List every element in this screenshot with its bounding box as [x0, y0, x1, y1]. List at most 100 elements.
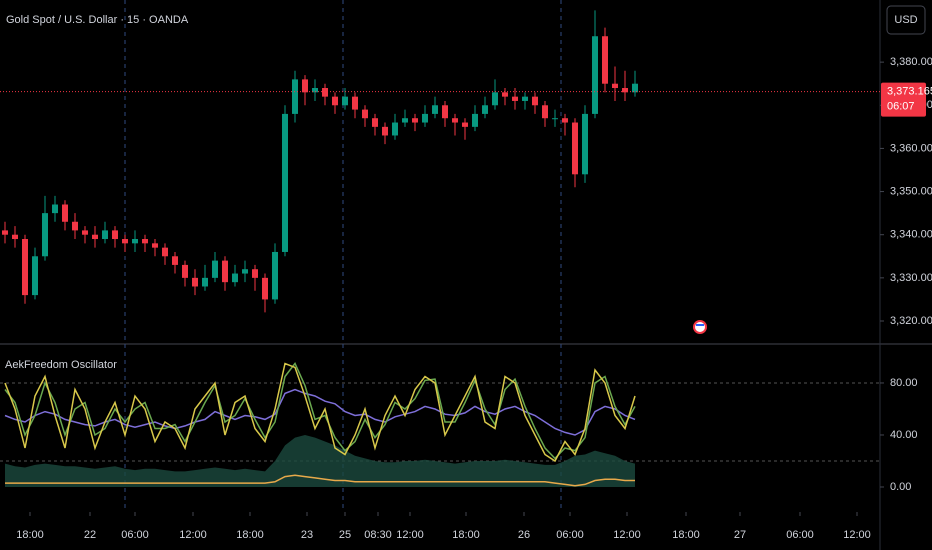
- candle-body: [382, 126, 388, 136]
- candle-body: [52, 204, 58, 214]
- candle-body: [602, 36, 608, 84]
- candle-body: [262, 277, 268, 300]
- x-tick-label: 18:00: [452, 529, 480, 541]
- candle-body: [152, 243, 158, 248]
- y-tick-label: 3,340.000: [890, 229, 932, 241]
- candle-body: [462, 122, 468, 127]
- candle-body: [72, 221, 78, 231]
- candle-body: [492, 92, 498, 106]
- candle-body: [232, 273, 238, 283]
- last-price-box: [881, 82, 926, 117]
- candle-body: [622, 88, 628, 93]
- x-tick-label: 25: [339, 529, 351, 541]
- x-tick-label: 23: [301, 529, 313, 541]
- candle-body: [92, 234, 98, 240]
- candle-body: [612, 83, 618, 89]
- candle-body: [172, 256, 178, 265]
- oscillator-area: [5, 435, 635, 487]
- oscillator-line: [4, 388, 636, 436]
- candle-body: [212, 260, 218, 278]
- candle-body: [142, 239, 148, 244]
- candle-body: [202, 277, 208, 287]
- y-tick-label: 3,320.000: [890, 315, 932, 327]
- x-tick-label: 12:00: [843, 529, 871, 541]
- candle-body: [482, 105, 488, 114]
- candle-body: [32, 256, 38, 296]
- candle-body: [62, 204, 68, 222]
- candle-body: [342, 96, 348, 106]
- x-tick-label: 06:00: [556, 529, 584, 541]
- y-tick-label: 40.00: [890, 429, 918, 441]
- candle-body: [452, 118, 458, 123]
- candle-body: [82, 230, 88, 235]
- x-tick-label: 08:30: [364, 529, 392, 541]
- candle-body: [2, 230, 8, 235]
- x-tick-label: 18:00: [236, 529, 264, 541]
- candle-body: [412, 118, 418, 123]
- x-tick-label: 12:00: [396, 529, 424, 541]
- candle-body: [192, 277, 198, 287]
- x-tick-label: 22: [84, 529, 96, 541]
- candle-body: [552, 118, 558, 120]
- candle-body: [512, 96, 518, 101]
- countdown: 06:07: [887, 101, 915, 113]
- candle-body: [442, 105, 448, 119]
- x-tick-label: 27: [734, 529, 746, 541]
- candle-body: [432, 105, 438, 114]
- y-tick-label: 80.00: [890, 377, 918, 389]
- candle-body: [252, 269, 258, 278]
- candle-body: [542, 105, 548, 119]
- candle-body: [222, 260, 228, 283]
- candle-body: [502, 92, 508, 97]
- currency-button[interactable]: [886, 5, 926, 35]
- candle-body: [402, 118, 408, 123]
- candle-body: [292, 79, 298, 114]
- candle-body: [332, 96, 338, 106]
- y-tick-label: 3,380.000: [890, 56, 932, 68]
- oscillator-line: [4, 362, 636, 463]
- x-tick-label: 06:00: [786, 529, 814, 541]
- candle-body: [312, 88, 318, 93]
- chart-title: Gold Spot / U.S. Dollar · 15 · OANDA: [6, 14, 189, 26]
- candle-body: [12, 234, 18, 240]
- x-tick-label: 18:00: [16, 529, 44, 541]
- candle-body: [22, 239, 28, 296]
- candle-body: [302, 79, 308, 93]
- x-tick-label: 12:00: [613, 529, 641, 541]
- y-tick-label: 3,360.000: [890, 142, 932, 154]
- candle-body: [162, 247, 168, 257]
- candle-body: [122, 239, 128, 244]
- candle-body: [422, 113, 428, 123]
- candle-body: [42, 213, 48, 257]
- candle-body: [532, 96, 538, 106]
- candle-body: [322, 88, 328, 97]
- candle-body: [392, 122, 398, 136]
- candle-body: [582, 113, 588, 175]
- x-tick-label: 18:00: [672, 529, 700, 541]
- candle-body: [592, 36, 598, 114]
- candle-body: [282, 113, 288, 252]
- candle-body: [372, 118, 378, 127]
- candle-body: [632, 83, 638, 93]
- candle-body: [472, 113, 478, 127]
- candle-body: [352, 96, 358, 110]
- candle-body: [272, 251, 278, 300]
- x-tick-label: 26: [518, 529, 530, 541]
- event-flag: [693, 320, 707, 334]
- currency: USD: [894, 14, 917, 26]
- oscillator-line: [5, 474, 635, 487]
- x-tick-label: 06:00: [121, 529, 149, 541]
- candle-body: [182, 264, 188, 278]
- candle-body: [112, 230, 118, 240]
- y-tick-label: 0.00: [890, 481, 911, 493]
- candle-body: [132, 239, 138, 244]
- candle-body: [562, 118, 568, 123]
- candle-body: [102, 230, 108, 240]
- y-tick-label: 3,330.000: [890, 272, 932, 284]
- candle-body: [522, 96, 528, 101]
- candle-body: [572, 122, 578, 175]
- y-tick-label: 3,350.000: [890, 185, 932, 197]
